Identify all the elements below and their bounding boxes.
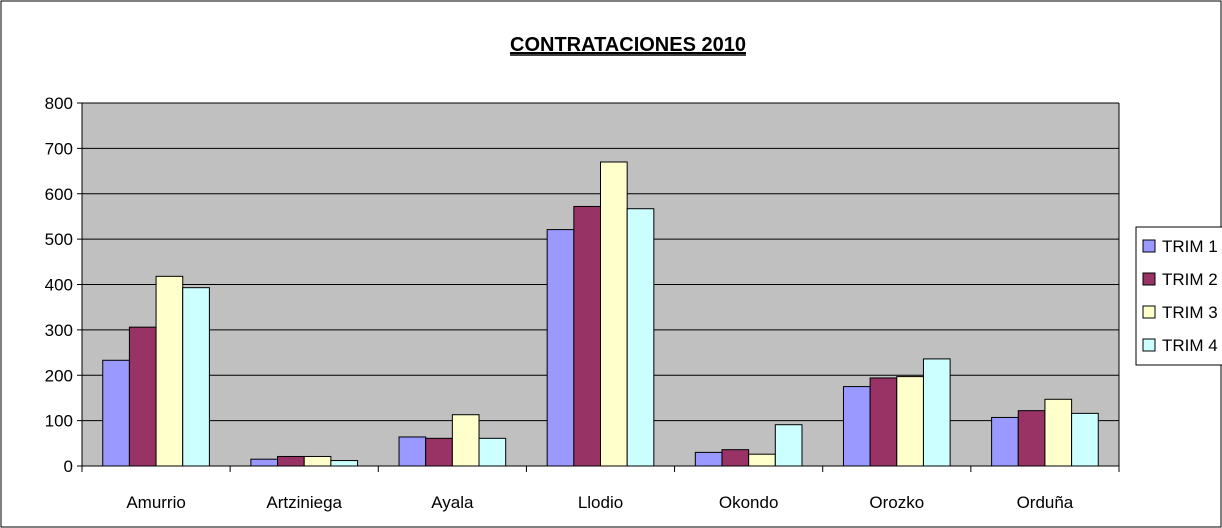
bar-orozko-trim-3 [896, 376, 924, 467]
bar-orozko-trim-4 [922, 358, 951, 467]
bar-artziniega-trim-1 [250, 458, 279, 467]
bar-orduña-trim-2 [1017, 410, 1046, 467]
bar-orduña-trim-3 [1044, 398, 1073, 467]
bar-okondo-trim-1 [694, 451, 723, 467]
legend-label: TRIM 3 [1162, 303, 1218, 322]
x-tick-label: Orozko [869, 493, 924, 512]
bar-ayala-trim-1 [398, 436, 427, 467]
bar-llodio-trim-2 [573, 205, 602, 467]
bar-orduña-trim-1 [991, 416, 1019, 467]
y-tick-label: 200 [45, 366, 73, 385]
bar-orozko-trim-1 [842, 386, 871, 467]
bar-amurrio-trim-2 [128, 326, 157, 467]
y-tick-label: 500 [45, 230, 73, 249]
legend-label: TRIM 4 [1162, 336, 1218, 355]
x-tick-label: Ayala [431, 493, 474, 512]
y-tick-label: 600 [45, 185, 73, 204]
bar-orozko-trim-2 [869, 377, 898, 467]
bar-okondo-trim-3 [748, 453, 776, 467]
bar-amurrio-trim-3 [155, 275, 184, 467]
bar-ayala-trim-2 [425, 437, 453, 467]
bar-ayala-trim-3 [451, 414, 480, 467]
y-tick-label: 0 [64, 457, 73, 476]
y-tick-label: 400 [45, 276, 73, 295]
x-tick-label: Orduña [1017, 493, 1074, 512]
legend-swatch [1142, 338, 1156, 352]
y-tick-label: 800 [45, 94, 73, 113]
bar-okondo-trim-4 [774, 424, 803, 467]
legend-swatch [1142, 239, 1156, 253]
legend-swatch [1142, 305, 1156, 319]
x-tick-label: Amurrio [126, 493, 186, 512]
legend-swatch [1142, 272, 1156, 286]
bar-amurrio-trim-4 [182, 287, 210, 467]
bar-amurrio-trim-1 [102, 359, 130, 467]
x-tick-label: Llodio [578, 493, 623, 512]
bar-orduña-trim-4 [1071, 412, 1099, 467]
x-tick-label: Okondo [719, 493, 779, 512]
bar-okondo-trim-2 [721, 449, 750, 467]
legend-label: TRIM 2 [1162, 270, 1218, 289]
x-tick-label: Artziniega [266, 493, 342, 512]
y-tick-label: 700 [45, 139, 73, 158]
bar-llodio-trim-4 [626, 208, 655, 467]
bar-llodio-trim-3 [600, 161, 628, 467]
bar-artziniega-trim-3 [303, 455, 332, 467]
legend: TRIM 1 TRIM 2 TRIM 3 TRIM 4 [1135, 226, 1222, 366]
y-tick-label: 300 [45, 321, 73, 340]
bar-ayala-trim-4 [478, 437, 507, 467]
bar-llodio-trim-1 [546, 229, 575, 467]
chart-title: CONTRATACIONES 2010 [510, 34, 746, 56]
y-tick-label: 100 [45, 412, 73, 431]
legend-label: TRIM 1 [1162, 237, 1218, 256]
bar-artziniega-trim-2 [277, 455, 305, 467]
bar-artziniega-trim-4 [330, 460, 359, 467]
